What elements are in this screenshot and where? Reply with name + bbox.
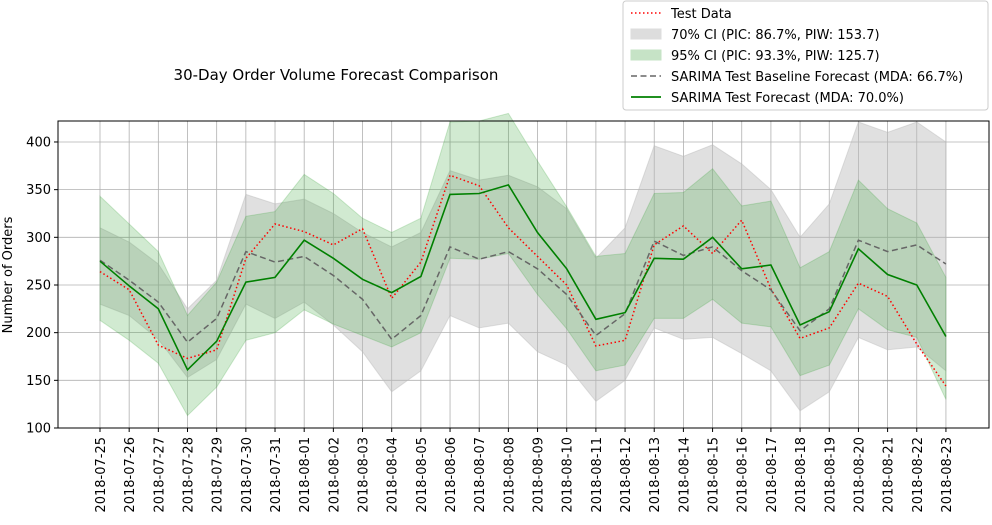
baseline-forecast-line <box>99 239 947 344</box>
x-tick-label: 2018-08-13 <box>648 437 663 513</box>
x-tick-label: 2018-08-23 <box>940 437 955 513</box>
y-tick-label: 150 <box>26 374 51 389</box>
test-data-line <box>99 174 947 387</box>
ci95-band <box>99 112 947 417</box>
x-tick-label: 2018-08-19 <box>823 437 838 513</box>
legend-label: Test Data <box>670 7 732 22</box>
x-tick-label: 2018-07-31 <box>269 437 284 513</box>
y-axis-ticks: 100 150 200 250 300 350 400 <box>26 135 58 437</box>
x-tick-label: 2018-08-09 <box>532 437 547 513</box>
x-tick-label: 2018-07-29 <box>211 437 226 513</box>
legend-label: 70% CI (PIC: 86.7%, PIW: 153.7) <box>671 28 880 43</box>
legend-box <box>622 0 989 111</box>
x-tick-label: 2018-08-17 <box>765 437 780 513</box>
x-tick-label: 2018-08-18 <box>794 437 809 513</box>
sarima-forecast-line <box>99 183 947 372</box>
x-tick-label: 2018-08-10 <box>561 437 576 513</box>
x-tick-label: 2018-07-26 <box>123 437 138 513</box>
legend-swatch <box>630 28 662 40</box>
x-tick-label: 2018-08-08 <box>502 437 517 513</box>
x-tick-label: 2018-08-16 <box>736 437 751 513</box>
x-axis-ticks: 2018-07-25 2018-07-26 2018-07-27 2018-07-28… <box>94 428 955 513</box>
ci70-band <box>99 121 947 412</box>
series-lines <box>99 174 947 387</box>
y-tick-label: 200 <box>26 326 51 341</box>
y-tick-label: 100 <box>26 422 51 437</box>
y-tick-label: 350 <box>26 183 51 198</box>
y-tick-label: 250 <box>26 278 51 293</box>
x-tick-label: 2018-07-28 <box>182 437 197 513</box>
x-tick-label: 2018-08-07 <box>473 437 488 513</box>
chart-title: 30-Day Order Volume Forecast Comparison <box>174 66 499 84</box>
grid <box>58 121 989 429</box>
y-axis-label: Number of Orders <box>1 216 16 333</box>
x-tick-label: 2018-08-15 <box>707 437 722 513</box>
x-tick-label: 2018-08-02 <box>327 437 342 513</box>
y-tick-label: 300 <box>26 231 51 246</box>
legend-label: SARIMA Test Baseline Forecast (MDA: 66.7… <box>671 70 963 85</box>
x-tick-label: 2018-07-27 <box>152 437 167 513</box>
x-tick-label: 2018-08-12 <box>619 437 634 513</box>
x-tick-label: 2018-08-22 <box>911 437 926 513</box>
legend: Test Data 70% CI (PIC: 86.7%, PIW: 153.7)… <box>622 0 989 111</box>
x-tick-label: 2018-08-03 <box>357 437 372 513</box>
legend-swatch <box>630 49 662 61</box>
x-tick-label: 2018-08-01 <box>298 437 313 513</box>
x-tick-label: 2018-08-20 <box>852 437 867 513</box>
x-tick-label: 2018-07-25 <box>94 437 109 513</box>
legend-label: SARIMA Test Forecast (MDA: 70.0%) <box>671 91 904 106</box>
x-tick-label: 2018-08-11 <box>590 437 605 513</box>
x-tick-label: 2018-08-14 <box>677 437 692 513</box>
y-tick-label: 400 <box>26 135 51 150</box>
x-tick-label: 2018-08-04 <box>386 437 401 513</box>
plot-area-frame <box>57 120 990 429</box>
confidence-bands <box>99 112 947 417</box>
x-tick-label: 2018-08-05 <box>415 437 430 513</box>
x-tick-label: 2018-08-21 <box>882 437 897 513</box>
x-tick-label: 2018-08-06 <box>444 437 459 513</box>
x-tick-label: 2018-07-30 <box>240 437 255 513</box>
legend-label: 95% CI (PIC: 93.3%, PIW: 125.7) <box>671 49 880 64</box>
